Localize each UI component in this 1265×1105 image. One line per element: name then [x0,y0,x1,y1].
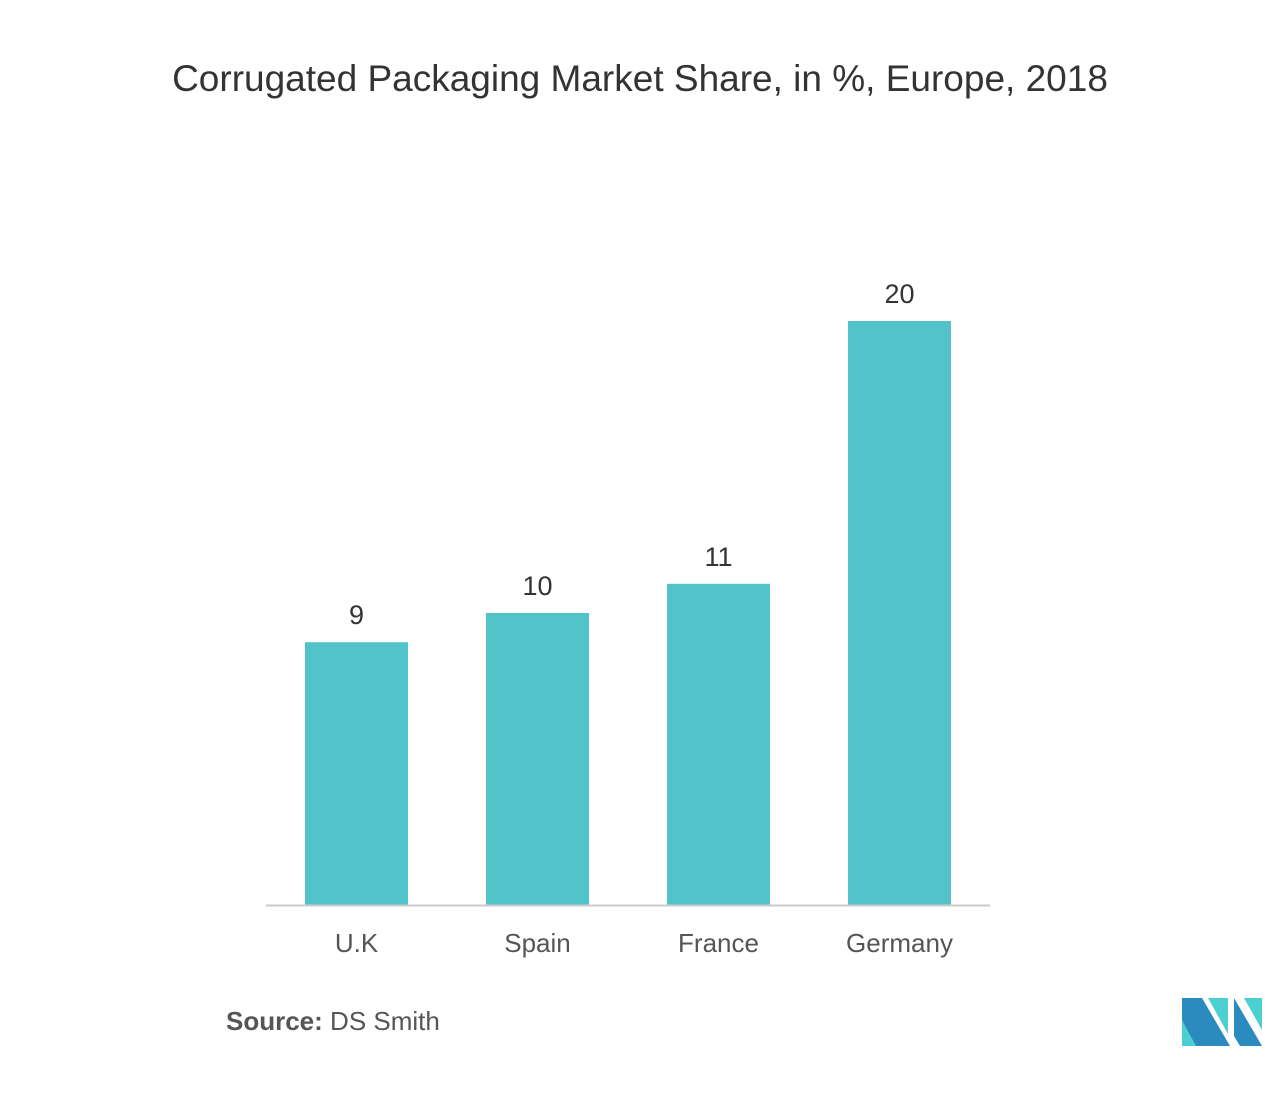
data-label: 10 [522,571,552,601]
x-tick-label: U.K [335,928,379,958]
x-tick-label: Spain [504,928,571,958]
bar-spain [486,613,589,905]
logo [1182,998,1262,1046]
source-value: DS Smith [330,1006,440,1036]
data-label: 20 [884,279,914,309]
bar-uk [305,642,408,905]
source-label: Source: [226,1006,323,1036]
bar-france [667,583,770,905]
source-note: Source: DS Smith [226,1006,440,1037]
data-label: 9 [349,600,364,630]
x-tick-label: Germany [846,928,953,958]
bar-germany [848,321,951,905]
x-tick-label: France [678,928,759,958]
data-label: 11 [704,542,732,572]
chart-title: Corrugated Packaging Market Share, in %,… [172,58,1108,99]
